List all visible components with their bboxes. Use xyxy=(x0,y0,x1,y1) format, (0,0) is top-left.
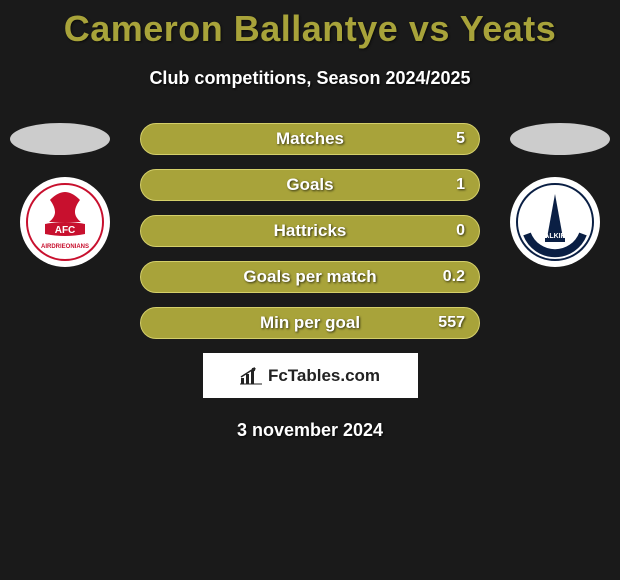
stat-label: Goals xyxy=(286,175,333,195)
stat-row-matches: Matches 5 xyxy=(140,123,480,155)
airdrieonians-crest-icon: AFC AIRDRIEONIANS xyxy=(25,182,105,262)
right-club-badge: ALKIR xyxy=(510,177,600,267)
stat-value: 0.2 xyxy=(443,268,465,286)
bar-chart-icon xyxy=(240,367,262,385)
stat-rows: Matches 5 Goals 1 Hattricks 0 Goals per … xyxy=(140,123,480,339)
left-player-placeholder xyxy=(10,123,110,155)
brand-text: FcTables.com xyxy=(268,366,380,386)
stat-label: Min per goal xyxy=(260,313,360,333)
svg-text:AIRDRIEONIANS: AIRDRIEONIANS xyxy=(41,244,89,250)
stat-value: 557 xyxy=(438,314,465,332)
subtitle: Club competitions, Season 2024/2025 xyxy=(0,68,620,89)
stat-value: 0 xyxy=(456,222,465,240)
falkirk-crest-icon: ALKIR xyxy=(515,182,595,262)
stat-label: Matches xyxy=(276,129,344,149)
stat-value: 5 xyxy=(456,130,465,148)
date-text: 3 november 2024 xyxy=(0,420,620,441)
stat-row-goals: Goals 1 xyxy=(140,169,480,201)
comparison-card: Cameron Ballantye vs Yeats Club competit… xyxy=(0,0,620,441)
stat-label: Hattricks xyxy=(274,221,347,241)
svg-text:ALKIR: ALKIR xyxy=(544,233,565,240)
stat-label: Goals per match xyxy=(243,267,376,287)
stat-row-hattricks: Hattricks 0 xyxy=(140,215,480,247)
stats-area: AFC AIRDRIEONIANS ALKIR Matches 5 Goals … xyxy=(0,123,620,441)
stat-value: 1 xyxy=(456,176,465,194)
brand-attribution[interactable]: FcTables.com xyxy=(203,353,418,398)
right-player-placeholder xyxy=(510,123,610,155)
stat-row-goals-per-match: Goals per match 0.2 xyxy=(140,261,480,293)
left-club-badge: AFC AIRDRIEONIANS xyxy=(20,177,110,267)
svg-text:AFC: AFC xyxy=(55,225,76,236)
stat-row-min-per-goal: Min per goal 557 xyxy=(140,307,480,339)
page-title: Cameron Ballantye vs Yeats xyxy=(0,0,620,50)
